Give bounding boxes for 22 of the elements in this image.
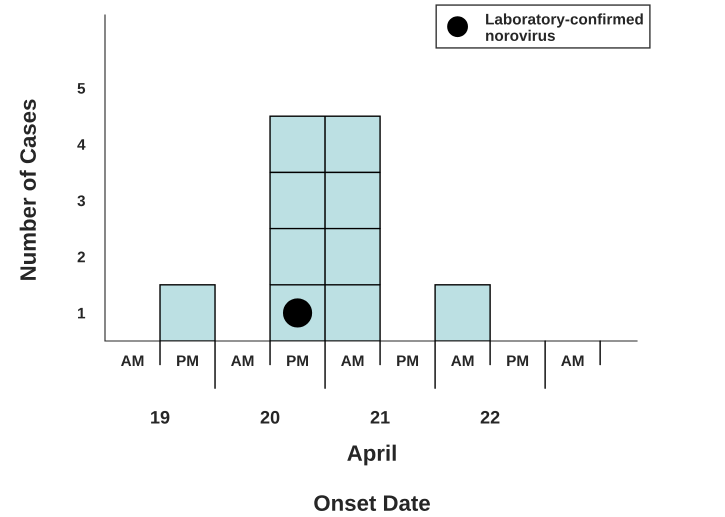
x-axis-title: April (347, 444, 396, 466)
text: 20 (260, 410, 280, 424)
y-tick-label: 3 (77, 195, 86, 206)
x-tick-label: AM (231, 355, 254, 366)
x-tick-label: AM (121, 355, 144, 366)
text: 19 (151, 410, 170, 424)
text: 22 (480, 410, 500, 424)
x-tick-label: AM (451, 355, 474, 366)
y-tick-label: 4 (77, 139, 86, 150)
y-tick-label: 2 (78, 252, 85, 262)
legend-label: Laboratory-confirmed norovirus (486, 13, 643, 42)
x-tick-label: AM (341, 355, 364, 366)
x-tick-label: PM (397, 355, 418, 366)
text: 21 (370, 410, 390, 424)
y-tick-label: 1 (78, 308, 86, 318)
x-tick-label: AM (561, 355, 584, 366)
text: Onset Date (314, 495, 430, 511)
y-tick-label: 5 (78, 83, 86, 94)
x-tick-label: PM (287, 355, 308, 366)
y-axis-title: Number of Cases (20, 100, 36, 280)
x-tick-label: PM (177, 355, 198, 366)
x-tick-label: PM (507, 355, 528, 366)
